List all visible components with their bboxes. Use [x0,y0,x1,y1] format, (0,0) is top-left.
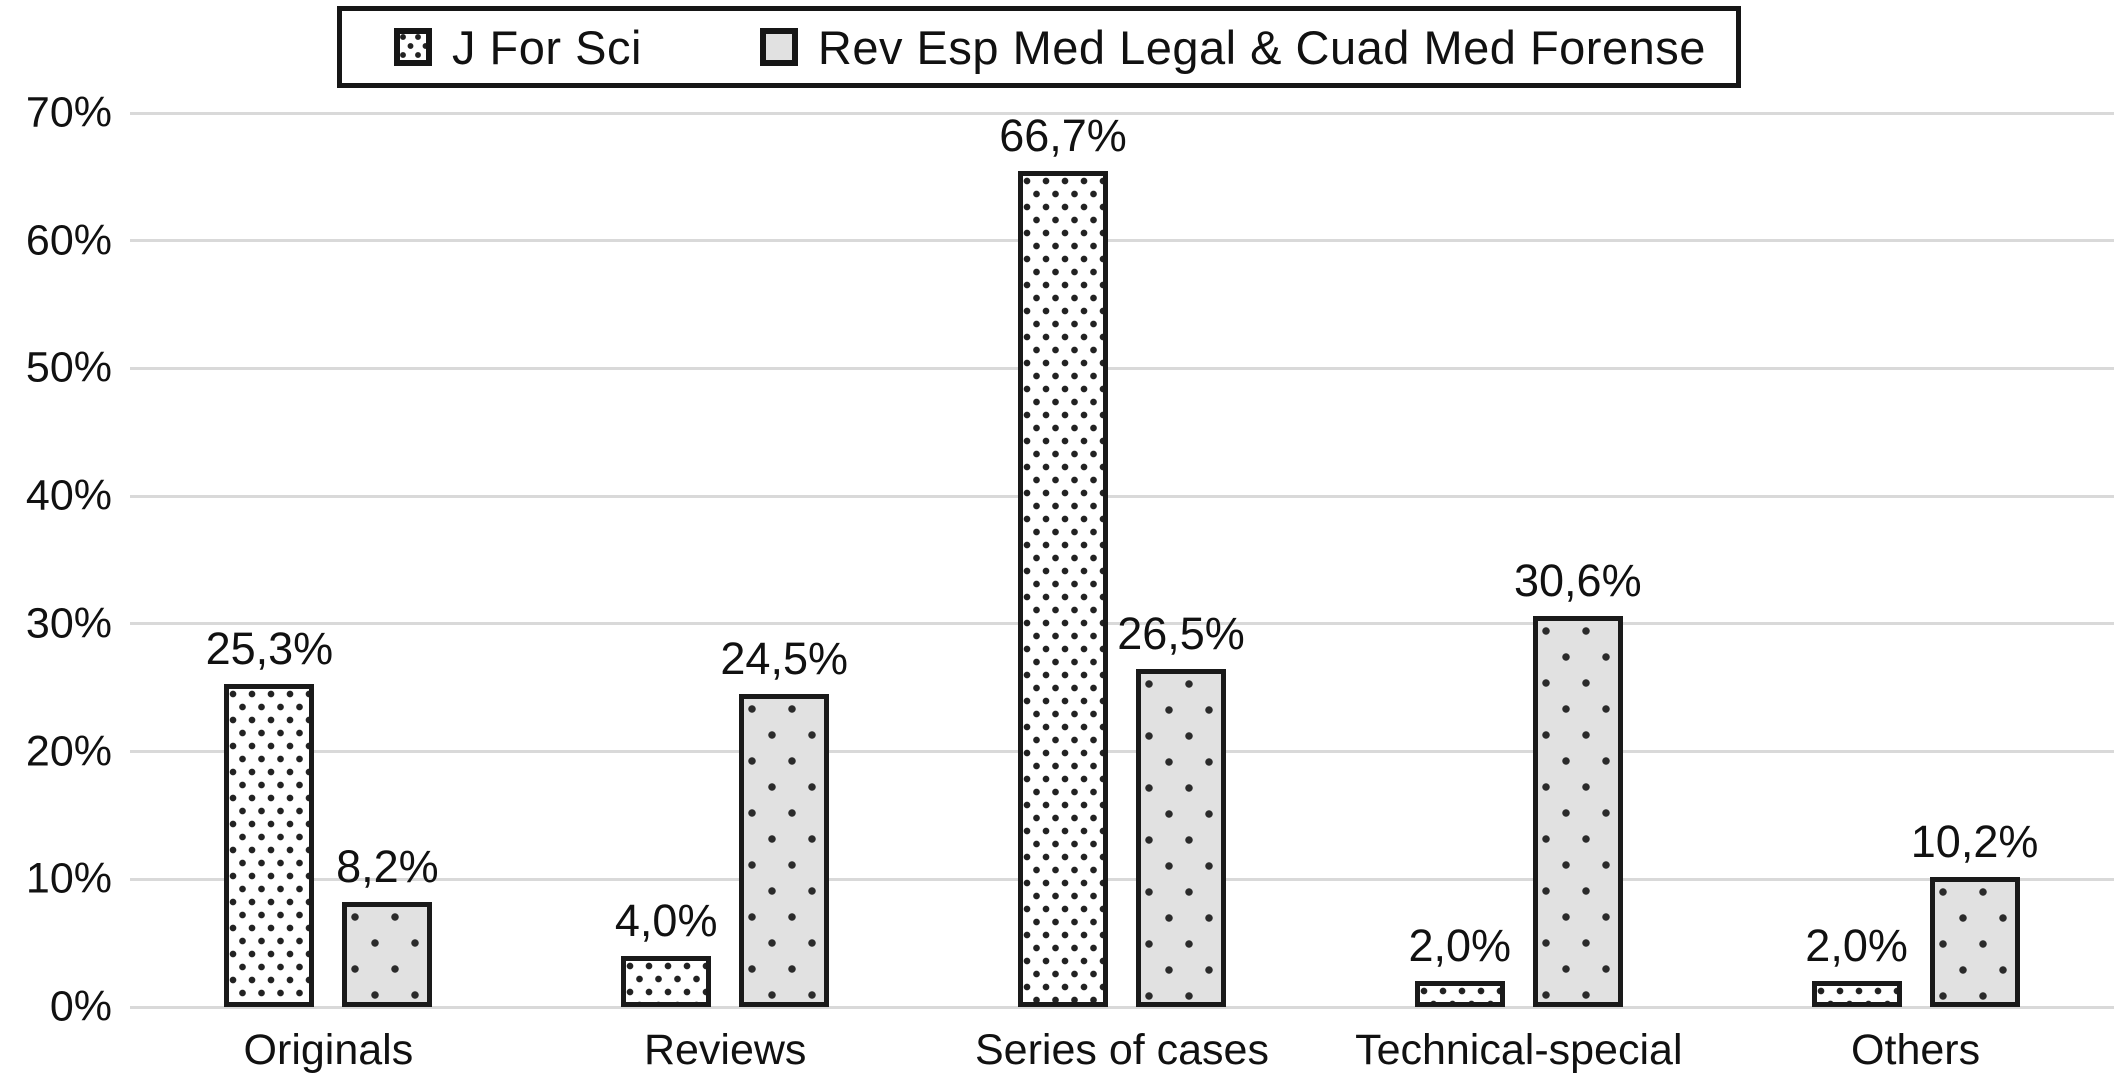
gridline [130,622,2114,626]
x-category-label: Technical-special [1355,1026,1683,1074]
gridline [130,239,2114,243]
legend-swatch-icon [394,28,432,66]
x-category-label: Reviews [643,1026,807,1074]
x-category-label: Series of cases [975,1026,1269,1074]
bar-value-label: 24,5% [720,633,848,685]
category-group: 2,0% 10,2% Others [1717,113,2114,1072]
y-tick-label: 10% [25,854,112,903]
bar-rev-esp-med [1532,616,1623,1007]
bar-wrapper: 66,7% [999,113,1127,1007]
bar-rev-esp-med [342,902,433,1007]
legend-label: J For Sci [452,20,642,74]
bar-value-label: 25,3% [205,622,334,674]
plot-area: 25,3% 8,2% Originals 4,0% 24,5% Reviews 66,7% 2… [130,111,2114,1072]
category-group: 2,0% 30,6% Technical-special [1320,113,1717,1071]
bar-value-label: 8,2% [336,841,439,893]
chart-legend: J For Sci Rev Esp Med Legal & Cuad Med Fo… [337,6,1741,88]
bar-wrapper: 25,3% [206,113,333,1007]
y-tick-label: 0% [49,982,112,1031]
y-tick-label: 70% [25,88,112,137]
bar-j-for-sci [621,955,712,1007]
legend-label: Rev Esp Med Legal & Cuad Med Forense [817,20,1706,74]
bar-groups: 25,3% 8,2% Originals 4,0% 24,5% Reviews 66,7% 2… [130,113,2114,1072]
category-group: 66,7% 26,5% Series of cases [924,113,1321,1072]
category-group: 4,0% 24,5% Reviews [527,113,924,1071]
bar-wrapper: 10,2% [1911,113,2038,1007]
legend-swatch-icon [759,28,798,66]
bar-rev-esp-med [1929,876,2020,1007]
bar-wrapper: 2,0% [1805,113,1908,1007]
bar-j-for-sci [1811,981,1902,1007]
gridline [130,366,2114,370]
bar-wrapper: 26,5% [1117,113,1245,1007]
y-tick-label: 30% [25,599,112,648]
bar-value-label: 4,0% [614,894,718,946]
gridline [130,1005,2114,1009]
y-axis: 0% 10% 20% 30% 40% 50% 60% 70% [0,91,112,1028]
x-category-label: Originals [243,1026,414,1074]
bar-rev-esp-med [739,694,830,1007]
gridline [130,750,2114,754]
bar-wrapper: 24,5% [720,113,848,1007]
category-group: 25,3% 8,2% Originals [130,113,527,1072]
y-tick-label: 40% [25,471,112,520]
bar-wrapper: 4,0% [615,113,717,1007]
bar-j-for-sci [224,683,315,1007]
bar-j-for-sci [1414,981,1505,1007]
bar-wrapper: 8,2% [336,113,439,1007]
bar-j-for-sci [1017,171,1108,1007]
bar-rev-esp-med [1135,668,1226,1007]
gridline [130,111,2114,115]
bar-value-label: 2,0% [1408,920,1512,972]
x-category-label: Others [1851,1026,1981,1074]
bar-value-label: 26,5% [1117,607,1245,659]
legend-item: J For Sci [394,24,642,71]
y-tick-label: 60% [25,216,112,265]
legend-item: Rev Esp Med Legal & Cuad Med Forense [759,20,1706,74]
bar-value-label: 2,0% [1805,920,1908,972]
bar-value-label: 30,6% [1513,555,1642,607]
bar-wrapper: 2,0% [1409,113,1511,1007]
bar-value-label: 66,7% [999,110,1127,161]
y-tick-label: 20% [25,727,112,776]
gridline [130,494,2114,498]
bar-wrapper: 30,6% [1514,113,1642,1007]
bar-value-label: 10,2% [1910,815,2039,867]
gridline [130,877,2114,881]
y-tick-label: 50% [25,343,112,392]
